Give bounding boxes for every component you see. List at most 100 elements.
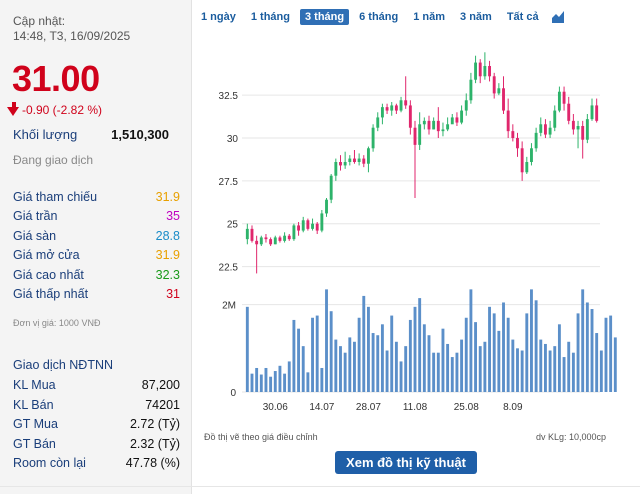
price-row-value: 31.9 [155,190,180,204]
current-price: 31.00 [12,58,100,99]
candle-body [390,105,394,111]
candle-body [376,117,380,128]
volume-bar [548,350,552,392]
candle-body [325,199,328,214]
volume-bar [385,350,389,392]
candle-body [427,120,431,130]
x-tick-label: 14.07 [309,402,334,413]
price-tick-label: 27.5 [219,177,239,188]
candle-body [595,105,599,121]
volume-bar [497,330,501,392]
price-row-label: Giá cao nhất [13,268,84,282]
technical-chart-button[interactable]: Xem đồ thị kỹ thuật [335,451,477,474]
tab-period[interactable]: 6 tháng [359,11,399,23]
candle-body [329,175,333,200]
volume-bar [259,374,263,392]
candle-body [362,158,366,164]
price-row-label: Giá sàn [13,229,57,243]
tab-period[interactable]: 1 tháng [250,11,290,23]
volume-bar [436,352,440,392]
candle-body [474,62,478,80]
foreign-title-label: Giao dịch NĐTNN [13,358,114,372]
tab-period[interactable]: 1 ngày [201,11,236,23]
volume-bar [390,315,394,392]
candle-body [581,126,585,140]
volume-bar [511,339,515,392]
volume-bar [604,317,608,392]
candle-body [576,126,580,130]
candle-body [571,120,575,130]
candle-body [264,237,268,240]
volume-bar [292,319,296,392]
volume-bar [553,346,557,392]
volume-bar [543,343,547,392]
foreign-row-value: 74201 [145,398,180,412]
volume-bar [380,324,384,392]
foreign-row-label: KL Bán [13,398,54,412]
price-row: Giá sàn 28.8 [13,229,180,247]
candle-body [441,129,445,132]
updated-label: Cập nhật: [13,14,66,28]
quote-panel: Cập nhật: 14:48, T3, 16/09/2025 31.00 -0… [0,0,192,494]
volume-bar [418,298,422,392]
volume-bar [478,346,482,392]
candle-body [567,103,571,121]
volume-bar [399,361,403,392]
candle-body [497,88,501,94]
area-chart-icon[interactable] [551,10,565,24]
foreign-row: KL Bán 74201 [13,398,180,416]
price-row-label: Giá trần [13,209,58,223]
volume-bar [264,367,268,392]
volume-bar [301,346,305,392]
candle-body [590,105,594,120]
volume-bar [245,306,249,392]
candle-body [357,158,361,162]
volume-bar [488,306,491,392]
volume-bar [441,328,445,392]
candle-body [311,223,314,229]
volume-bar [534,300,538,392]
volume-bar [520,350,524,392]
candle-body [478,62,482,77]
volume-bar [250,373,254,392]
candle-body [380,107,384,118]
volume-bar [539,339,543,392]
candle-body [297,225,301,231]
candle-body [339,162,342,166]
updated-time: 14:48, T3, 16/09/2025 [13,29,131,43]
candle-body [539,124,543,133]
volume-bar [450,357,454,392]
candle-body [353,158,356,162]
candle-body [432,120,436,130]
volume-bar [371,333,375,392]
candle-body [348,158,352,162]
volume-bar [530,289,533,392]
price-row: Giá tham chiếu 31.9 [13,190,180,208]
period-tabs: 1 ngày 1 tháng 3 tháng 6 tháng 1 năm 3 năm Tất… [196,8,565,26]
volume-tick-label: 0 [230,388,236,399]
volume-bar [483,341,487,392]
trading-status: Đang giao dịch [13,153,94,167]
tab-period[interactable]: Tất cả [506,11,539,23]
price-row-value: 31.9 [155,248,180,262]
price-tick-label: 32.5 [219,91,239,102]
candle-body [483,66,487,77]
volume-unit-note: dv KLg: 10,000cp [535,432,606,442]
price-tick-label: 22.5 [219,263,239,274]
down-arrow-icon [7,102,20,116]
volume-label: Khối lượng [13,127,78,142]
tab-period[interactable]: 1 năm [413,11,446,23]
volume-bar [422,324,426,392]
candle-body [422,120,426,125]
tab-period[interactable]: 3 tháng [299,9,350,25]
candle-body [292,225,296,240]
candle-body [525,162,529,173]
candle-body [460,110,464,123]
x-tick-label: 30.06 [263,402,288,413]
volume-bar [353,341,356,392]
volume-bar [585,302,589,392]
tab-period[interactable]: 3 năm [460,11,492,23]
volume-bar [283,373,287,392]
candle-body [315,223,319,231]
unit-note: Đơn vị giá: 1000 VNĐ [13,318,101,328]
